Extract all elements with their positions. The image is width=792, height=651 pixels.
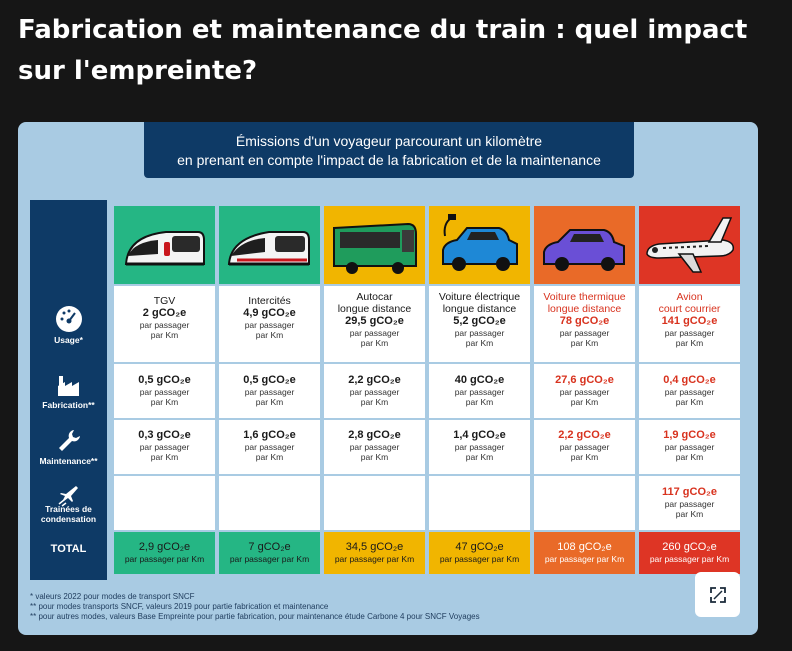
fabrication-value: 0,5 gCO₂e <box>243 374 296 386</box>
footnote-2: ** pour modes transports SNCF, valeurs 2… <box>30 602 329 611</box>
mode-name: TGV <box>153 295 176 307</box>
row-label-trainees: Trainées de condensation <box>40 504 97 524</box>
usage-value: 2 gCO₂e <box>142 307 187 319</box>
total-value: 7 gCO₂e <box>248 541 291 553</box>
total-value: 2,9 gCO₂e <box>138 541 191 553</box>
mode-name: Avion <box>676 291 703 303</box>
trainees-cell-empty <box>534 476 635 530</box>
banner-line-2: en prenant en compte l'impact de la fabr… <box>177 152 601 168</box>
mode-name: Autocar <box>356 291 393 303</box>
total-value: 47 gCO₂e <box>455 541 504 553</box>
expand-button[interactable] <box>695 572 740 617</box>
fabrication-value: 0,5 gCO₂e <box>138 374 191 386</box>
maintenance-value: 2,2 gCO₂e <box>558 429 611 441</box>
wrench-icon <box>59 430 80 451</box>
banner: Émissions d'un voyageur parcourant un ki… <box>144 122 634 178</box>
maintenance-value: 0,3 gCO₂e <box>138 429 191 441</box>
row-label-total: TOTAL <box>50 543 87 555</box>
total-cell: 108 gCO₂e par passager par Km <box>534 532 635 574</box>
page-title: Fabrication et maintenance du train : qu… <box>18 15 748 86</box>
fabrication-value: 2,2 gCO₂e <box>348 374 401 386</box>
mode-name: Voiture thermique <box>543 291 626 303</box>
total-value: 34,5 gCO₂e <box>345 541 404 553</box>
total-value: 108 gCO₂e <box>557 541 612 553</box>
factory-icon <box>58 376 79 396</box>
infographic-card: Émissions d'un voyageur parcourant un ki… <box>18 122 758 635</box>
usage-value: 29,5 gCO₂e <box>345 315 404 327</box>
total-cell: 7 gCO₂e par passager par Km <box>219 532 320 574</box>
mode-name: Voiture électrique <box>438 291 521 303</box>
footnote-1: * valeurs 2022 pour modes de transport S… <box>30 592 195 601</box>
trainees-cell-empty <box>219 476 320 530</box>
maintenance-value: 2,8 gCO₂e <box>348 429 401 441</box>
maintenance-value: 1,6 gCO₂e <box>243 429 296 441</box>
row-label-column: Usage* Fabrication** Maintenance** Train… <box>30 200 107 580</box>
total-cell: 47 gCO₂e par passager par Km <box>429 532 530 574</box>
usage-value: 4,9 gCO₂e <box>243 307 296 319</box>
total-cell: 260 gCO₂e par passager par Km <box>639 532 740 574</box>
tgv-image <box>114 206 215 284</box>
usage-value: 5,2 gCO₂e <box>453 315 506 327</box>
speedometer-icon <box>56 306 82 332</box>
fabrication-value: 27,6 gCO₂e <box>555 374 614 386</box>
trainees-cell-empty <box>429 476 530 530</box>
voiture-electrique-image <box>429 206 530 284</box>
fabrication-value: 0,4 gCO₂e <box>663 374 716 386</box>
trainees-cell-empty <box>324 476 425 530</box>
maintenance-value: 1,9 gCO₂e <box>663 429 716 441</box>
expand-icon <box>709 586 726 603</box>
intercites-image <box>219 206 320 284</box>
usage-value: 141 gCO₂e <box>661 315 718 327</box>
voiture-thermique-image <box>534 206 635 284</box>
usage-value: 78 gCO₂e <box>559 315 610 327</box>
maintenance-value: 1,4 gCO₂e <box>453 429 506 441</box>
autocar-image <box>324 206 425 284</box>
fabrication-value: 40 gCO₂e <box>454 374 505 386</box>
banner-line-1: Émissions d'un voyageur parcourant un ki… <box>235 133 543 149</box>
plane-trail-icon <box>58 486 78 507</box>
row-label-fabrication: Fabrication** <box>42 400 95 410</box>
total-cell: 34,5 gCO₂e par passager par Km <box>324 532 425 574</box>
avion-image <box>639 206 740 284</box>
row-label-maintenance: Maintenance** <box>39 456 98 466</box>
total-cell: 2,9 gCO₂e par passager par Km <box>114 532 215 574</box>
mode-name: Intercités <box>248 295 291 307</box>
trainees-value: 117 gCO₂e <box>661 486 718 498</box>
row-label-usage: Usage* <box>54 335 83 345</box>
total-value: 260 gCO₂e <box>662 541 717 553</box>
footnotes: * valeurs 2022 pour modes de transport S… <box>30 592 590 622</box>
trainees-cell-empty <box>114 476 215 530</box>
footnote-3: ** pour autres modes, valeurs Base Empre… <box>30 612 480 621</box>
